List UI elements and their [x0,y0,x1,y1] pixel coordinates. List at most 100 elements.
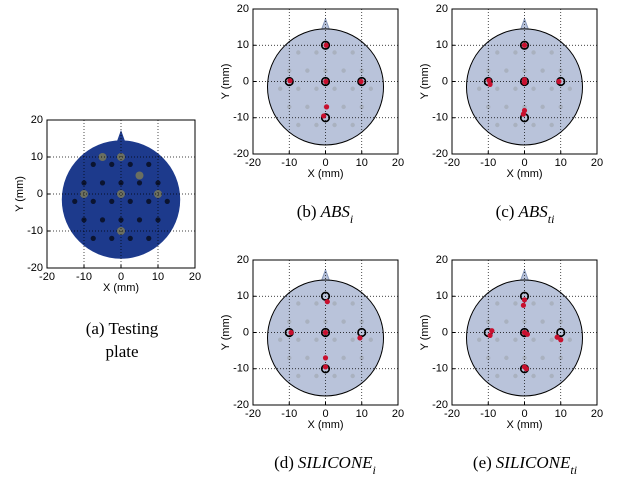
x-tick-label: 20 [591,157,603,169]
plate-hole [531,123,535,127]
y-axis-label: Y (mm) [220,315,232,351]
caption: (c)ABSti [496,202,555,226]
y-tick-label: 20 [31,114,43,126]
caption: (e)SILICONEti [473,453,577,477]
measured-point [323,355,328,360]
plate-hole [540,105,544,109]
plate-hole [296,338,300,342]
measured-point [522,80,527,85]
x-tick-label: 20 [392,408,404,420]
y-tick-label: 0 [243,326,249,338]
x-tick-label: 10 [356,408,368,420]
x-tick-label: -10 [480,157,496,169]
measured-point [325,299,330,304]
caption-label: (c) [496,202,515,221]
plate-hole [531,87,535,91]
y-tick-label: 20 [436,3,448,15]
plate-hole [109,199,114,204]
y-tick-label: 0 [442,326,448,338]
plate-hole [540,356,544,360]
plate-hole [278,338,282,342]
plate-hole [332,374,336,378]
measured-point [323,79,328,84]
plate-hole [146,199,151,204]
plate-hole [549,50,553,54]
y-tick-label: 10 [31,151,43,163]
caption-sub: i [350,212,353,226]
plate-hole [81,180,86,185]
y-tick-label: 10 [436,290,448,302]
plate-hole [341,319,345,323]
measured-point [287,78,292,83]
x-axis-label: X (mm) [103,282,139,294]
measured-point [522,43,527,48]
x-tick-label: -10 [76,271,92,283]
plate-hole [477,338,481,342]
caption-label: (b) [297,202,317,221]
plate-hole [531,50,535,54]
measured-point [288,330,293,335]
x-tick-label: -10 [281,408,297,420]
plate [268,280,384,396]
plate-hole [350,50,354,54]
plate-hole [350,374,354,378]
y-tick-label: 10 [436,39,448,51]
plate-hole [296,301,300,305]
plate-hole [137,217,142,222]
y-tick-label: -20 [432,148,448,160]
plate-hole [477,87,481,91]
plate-hole [305,68,309,72]
measured-point [489,328,494,333]
plate-hole [137,180,142,185]
plate-hole [549,87,553,91]
plate-hole [369,338,373,342]
plate-hole [332,50,336,54]
plate-hole [350,301,354,305]
x-tick-label: -10 [480,408,496,420]
y-tick-label: 0 [243,75,249,87]
y-tick-label: 0 [442,75,448,87]
y-axis-label: Y (mm) [419,64,431,100]
plate-hole [341,68,345,72]
y-tick-label: -10 [233,363,249,375]
x-axis-label: X (mm) [307,419,343,431]
caption: (a) Testing [86,319,159,338]
plate-hole [296,123,300,127]
plate-hole [504,105,508,109]
plate-hole [128,236,133,241]
y-tick-label: 0 [37,188,43,200]
plate-hole [549,301,553,305]
measured-point [522,297,527,302]
plate-hole [540,68,544,72]
plate-hole [568,87,572,91]
plate-hole [531,374,535,378]
x-tick-label: 10 [555,408,567,420]
plate-hole [314,301,318,305]
plate-hole [296,87,300,91]
measured-point [556,79,561,84]
y-tick-label: -10 [27,225,43,237]
y-axis-label: Y (mm) [220,64,232,100]
caption: plate [105,342,138,361]
caption: (d)SILICONEi [274,453,376,477]
plate-hole [350,123,354,127]
x-tick-label: 10 [356,157,368,169]
y-tick-label: -10 [432,363,448,375]
caption-main: SILICONE [496,453,571,472]
plate-hole [146,162,151,167]
measured-point [487,333,492,338]
plate-hole [146,236,151,241]
plate-hole [91,162,96,167]
plate-hole [504,319,508,323]
plate-hole [549,374,553,378]
plate-hole [531,338,535,342]
y-tick-label: -20 [233,148,249,160]
plate-hole [100,217,105,222]
plate-hole [504,68,508,72]
plate-hole [495,87,499,91]
plate-hole [513,87,517,91]
plate-pin [136,172,144,180]
y-tick-label: -20 [27,262,43,274]
measured-point [524,366,529,371]
plate-hole [504,356,508,360]
